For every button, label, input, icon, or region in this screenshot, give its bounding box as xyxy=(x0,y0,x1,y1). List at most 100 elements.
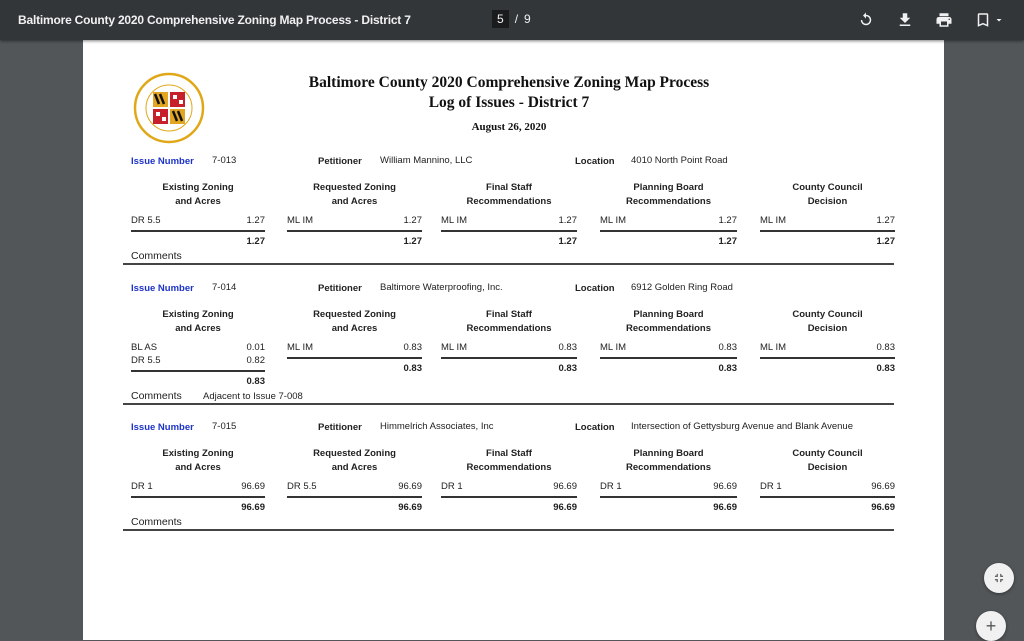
zoning-acres: 96.69 xyxy=(871,481,895,492)
issue-number-label: Issue Number xyxy=(131,422,194,433)
zoom-in-icon: + xyxy=(985,615,997,636)
location-value: Intersection of Gettysburg Avenue and Bl… xyxy=(631,421,853,432)
zoning-code: DR 5.5 xyxy=(287,481,317,492)
print-icon[interactable] xyxy=(935,11,953,29)
column-header-line: Recommendations xyxy=(626,195,711,207)
column-header-line: Final Staff xyxy=(486,182,532,193)
zoning-code: ML IM xyxy=(760,215,787,226)
zoning-code: ML IM xyxy=(760,342,787,353)
column-header-line: Decision xyxy=(807,322,848,334)
column-header: Requested Zoning and Acres xyxy=(275,308,435,335)
zoom-in-button[interactable]: + xyxy=(976,611,1006,641)
zoning-acres: 96.69 xyxy=(713,481,737,492)
zoning-acres: 96.69 xyxy=(241,481,265,492)
issue-number-label: Issue Number xyxy=(131,283,194,294)
total-pages: 9 xyxy=(524,12,531,26)
column-header-line: Recommendations xyxy=(626,461,711,473)
column-header-line: and Acres xyxy=(175,322,221,334)
column-header-line: and Acres xyxy=(175,461,221,473)
column-header-line: Requested Zoning xyxy=(313,182,396,193)
zoning-acres: 96.69 xyxy=(398,481,422,492)
column-header-line: Requested Zoning xyxy=(313,309,396,320)
total-rule xyxy=(131,370,265,372)
total-rule xyxy=(760,496,895,498)
column-header-line: County Council xyxy=(792,448,863,459)
issue-number: 7-014 xyxy=(212,282,237,293)
total-rule xyxy=(760,230,895,232)
current-page-input[interactable]: 5 xyxy=(492,10,509,28)
column-header: Final Staff Recommendations xyxy=(429,447,589,474)
column-header: Final Staff Recommendations xyxy=(429,308,589,335)
zoning-acres: 1.27 xyxy=(718,215,738,226)
column-header-line: Existing Zoning xyxy=(162,182,234,193)
issue-separator xyxy=(123,263,894,265)
column-header-line: Final Staff xyxy=(486,448,532,459)
total-acres: 96.69 xyxy=(398,502,422,513)
total-acres: 1.27 xyxy=(558,236,578,247)
page-indicator: 5 / 9 xyxy=(492,10,531,28)
column-header-line: Existing Zoning xyxy=(162,448,234,459)
total-rule xyxy=(287,230,422,232)
column-header: County Council Decision xyxy=(748,308,908,335)
column-header-line: Existing Zoning xyxy=(162,309,234,320)
column-header-line: Recommendations xyxy=(466,461,552,473)
issue-separator xyxy=(123,529,894,531)
issue-number: 7-015 xyxy=(212,421,237,432)
petitioner-label: Petitioner xyxy=(318,156,362,167)
column-header: Requested Zoning and Acres xyxy=(275,447,435,474)
zoning-code: BL AS xyxy=(131,342,158,353)
zoning-acres: 0.01 xyxy=(246,342,266,353)
zoning-acres: 0.83 xyxy=(876,342,896,353)
column-header: Planning Board Recommendations xyxy=(589,447,749,474)
fit-page-button[interactable] xyxy=(984,563,1014,593)
column-header-line: Final Staff xyxy=(486,309,532,320)
petitioner-value: Baltimore Waterproofing, Inc. xyxy=(380,282,503,293)
total-acres: 0.83 xyxy=(558,363,578,374)
zoning-acres: 1.27 xyxy=(558,215,578,226)
comments-label: Comments xyxy=(131,390,182,402)
column-header-line: and Acres xyxy=(331,461,378,473)
petitioner-label: Petitioner xyxy=(318,283,362,294)
column-header: Final Staff Recommendations xyxy=(429,181,589,208)
column-header: Existing Zoning and Acres xyxy=(118,181,278,208)
total-rule xyxy=(441,357,577,359)
bookmark-icon[interactable] xyxy=(974,11,992,29)
zoning-acres: 1.27 xyxy=(403,215,423,226)
total-rule xyxy=(760,357,895,359)
location-value: 6912 Golden Ring Road xyxy=(631,282,733,293)
zoning-code: DR 1 xyxy=(131,481,153,492)
column-header-line: Decision xyxy=(807,195,848,207)
zoning-acres: 96.69 xyxy=(553,481,577,492)
location-label: Location xyxy=(575,283,615,294)
total-rule xyxy=(600,496,737,498)
total-rule xyxy=(600,357,737,359)
total-rule xyxy=(131,496,265,498)
column-header-line: and Acres xyxy=(331,195,378,207)
chevron-down-icon[interactable] xyxy=(993,11,1005,29)
column-header-line: Recommendations xyxy=(626,322,711,334)
petitioner-value: Himmelrich Associates, Inc xyxy=(380,421,494,432)
rotate-icon[interactable] xyxy=(857,11,875,29)
column-header: Existing Zoning and Acres xyxy=(118,447,278,474)
location-label: Location xyxy=(575,422,615,433)
pdf-page: Baltimore County 2020 Comprehensive Zoni… xyxy=(83,40,944,640)
column-header: Requested Zoning and Acres xyxy=(275,181,435,208)
column-header-line: County Council xyxy=(792,182,863,193)
pdf-toolbar: Baltimore County 2020 Comprehensive Zoni… xyxy=(0,0,1024,40)
zoning-acres: 0.83 xyxy=(403,342,423,353)
total-acres: 0.83 xyxy=(246,376,266,387)
total-acres: 96.69 xyxy=(871,502,895,513)
total-acres: 0.83 xyxy=(876,363,896,374)
column-header-line: and Acres xyxy=(175,195,221,207)
location-label: Location xyxy=(575,156,615,167)
total-rule xyxy=(287,357,422,359)
zoning-code: ML IM xyxy=(600,342,627,353)
total-acres: 1.27 xyxy=(246,236,266,247)
total-acres: 1.27 xyxy=(403,236,423,247)
column-header-line: Decision xyxy=(807,461,848,473)
total-rule xyxy=(441,496,577,498)
zoning-code: ML IM xyxy=(441,215,468,226)
comments-label: Comments xyxy=(131,516,182,528)
download-icon[interactable] xyxy=(896,11,914,29)
zoning-code: ML IM xyxy=(441,342,468,353)
